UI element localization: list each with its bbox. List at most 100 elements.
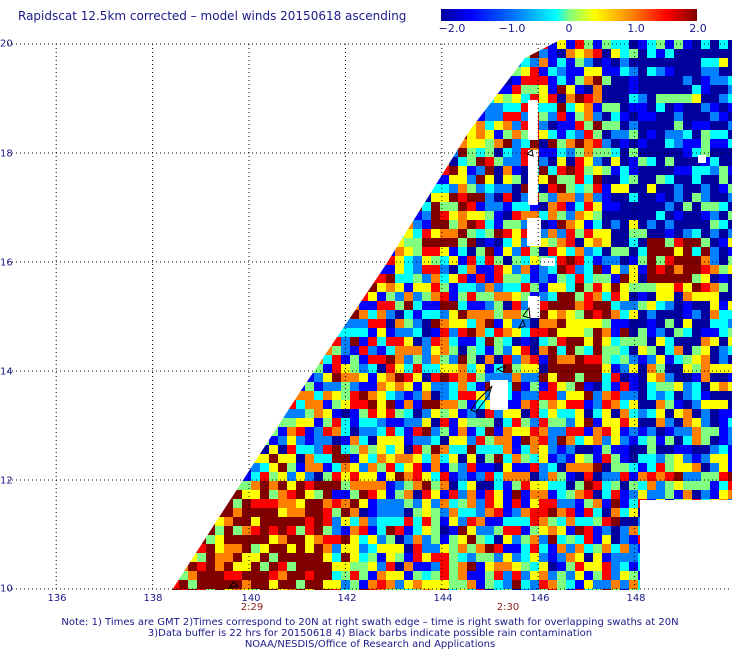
swath-cell — [467, 238, 476, 247]
swath-cell — [251, 580, 260, 589]
swath-cell — [278, 544, 287, 553]
swath-cell — [260, 346, 269, 355]
swath-cell — [233, 382, 242, 391]
swath-cell — [611, 328, 620, 337]
swath-cell — [422, 391, 431, 400]
swath-cell — [485, 445, 494, 454]
swath-cell — [269, 490, 278, 499]
swath-cell — [269, 274, 278, 283]
swath-cell — [683, 382, 692, 391]
swath-cell — [683, 292, 692, 301]
swath-cell — [323, 67, 332, 76]
swath-cell — [233, 49, 242, 58]
swath-cell — [539, 292, 548, 301]
swath-cell — [692, 94, 701, 103]
swath-cell — [332, 220, 341, 229]
swath-cell — [656, 139, 665, 148]
swath-cell — [359, 211, 368, 220]
swath-cell — [512, 175, 521, 184]
swath-cell — [314, 283, 323, 292]
swath-cell — [593, 391, 602, 400]
swath-cell — [647, 373, 656, 382]
swath-cell — [368, 193, 377, 202]
swath-cell — [476, 490, 485, 499]
swath-cell — [422, 580, 431, 589]
swath-cell — [665, 229, 674, 238]
swath-cell — [449, 220, 458, 229]
swath-cell — [665, 265, 674, 274]
swath-cell — [260, 319, 269, 328]
swath-cell — [503, 247, 512, 256]
swath-cell — [620, 508, 629, 517]
swath-cell — [404, 481, 413, 490]
swath-cell — [350, 229, 359, 238]
swath-cell — [656, 220, 665, 229]
swath-cell — [440, 463, 449, 472]
swath-cell — [512, 436, 521, 445]
swath-cell — [620, 445, 629, 454]
swath-cell — [368, 589, 377, 590]
swath-cell — [584, 535, 593, 544]
swath-cell — [341, 427, 350, 436]
swath-cell — [539, 328, 548, 337]
swath-cell — [413, 58, 422, 67]
swath-cell — [629, 184, 638, 193]
swath-cell — [503, 463, 512, 472]
swath-cell — [260, 589, 269, 590]
swath-cell — [665, 328, 674, 337]
swath-cell — [377, 256, 386, 265]
swath-cell — [611, 364, 620, 373]
swath-cell — [197, 418, 206, 427]
swath-cell — [692, 103, 701, 112]
swath-cell — [172, 517, 179, 526]
swath-cell — [557, 139, 566, 148]
swath-cell — [215, 67, 224, 76]
swath-cell — [674, 130, 683, 139]
swath-cell — [197, 391, 206, 400]
footnote-line-2: 3)Data buffer is 22 hrs for 20150618 4) … — [147, 628, 593, 639]
swath-cell — [593, 544, 602, 553]
swath-cell — [287, 472, 296, 481]
swath-cell — [188, 274, 197, 283]
swath-cell — [251, 166, 260, 175]
swath-cell — [557, 499, 566, 508]
swath-cell — [674, 463, 683, 472]
swath-cell — [458, 490, 467, 499]
swath-cell — [305, 364, 314, 373]
swath-cell — [395, 499, 404, 508]
swath-cell — [647, 121, 656, 130]
swath-cell — [620, 517, 629, 526]
swath-cell — [278, 157, 287, 166]
swath-cell — [593, 103, 602, 112]
swath-cell — [512, 49, 521, 58]
swath-cell — [359, 445, 368, 454]
swath-cell — [413, 94, 422, 103]
swath-cell — [476, 580, 485, 589]
swath-cell — [296, 355, 305, 364]
swath-cell — [413, 580, 422, 589]
swath-cell — [224, 67, 233, 76]
swath-cell — [485, 328, 494, 337]
swath-cell — [629, 265, 638, 274]
swath-cell — [242, 364, 251, 373]
swath-cell — [368, 580, 377, 589]
swath-cell — [359, 454, 368, 463]
swath-cell — [548, 85, 557, 94]
swath-cell — [584, 499, 593, 508]
swath-cell — [710, 184, 719, 193]
swath-cell — [701, 76, 710, 85]
swath-cell — [395, 355, 404, 364]
swath-cell — [332, 130, 341, 139]
swath-cell — [557, 67, 566, 76]
swath-cell — [602, 436, 611, 445]
swath-cell — [278, 40, 287, 49]
swath-cell — [593, 67, 602, 76]
swath-cell — [584, 391, 593, 400]
swath-cell — [269, 571, 278, 580]
swath-cell — [359, 220, 368, 229]
swath-cell — [584, 49, 593, 58]
swath-cell — [368, 346, 377, 355]
swath-cell — [269, 265, 278, 274]
swath-cell — [431, 364, 440, 373]
swath-cell — [647, 103, 656, 112]
